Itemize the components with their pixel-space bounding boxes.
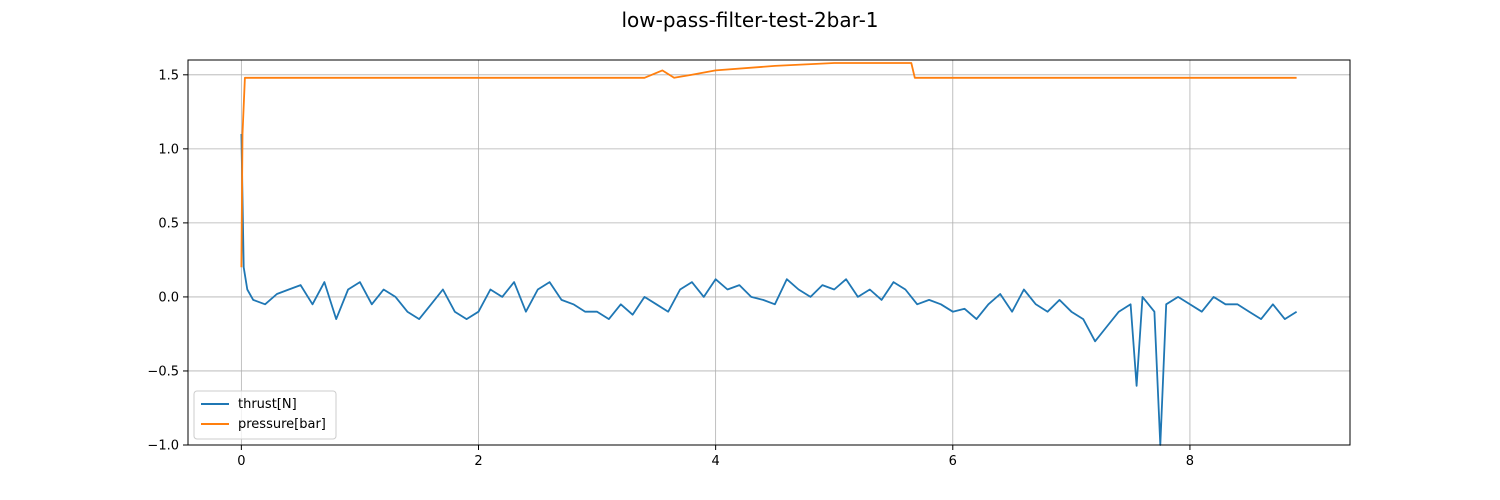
tick-layer: 0 2 4 6 8 −1.0 −0.5 0.0 0.5 1.0 1.5 [147, 68, 1194, 469]
legend-box [193, 390, 337, 440]
series-line-1 [240, 62, 1297, 268]
y-tick-label: 1.5 [158, 68, 179, 83]
x-tick-label: 2 [474, 454, 482, 469]
grid-layer [188, 60, 1350, 446]
series-layer [240, 62, 1298, 446]
legend-label-pressure: pressure[bar] [238, 417, 326, 432]
x-tick-label: 4 [712, 454, 720, 469]
x-tick-label: 8 [1186, 454, 1194, 469]
legend-label-thrust: thrust[N] [238, 397, 297, 412]
y-tick-label: −1.0 [147, 439, 179, 454]
y-tick-label: 1.0 [158, 142, 179, 157]
y-tick-label: 0.0 [158, 290, 179, 305]
series-line-0 [240, 133, 1298, 446]
y-tick-label: 0.5 [158, 216, 179, 231]
axes-frame [187, 59, 1351, 446]
legend: thrust[N] pressure[bar] [193, 390, 337, 440]
x-tick-label: 0 [237, 454, 245, 469]
x-tick-label: 6 [949, 454, 957, 469]
y-tick-label: −0.5 [147, 364, 179, 379]
chart-title: low-pass-filter-test-2bar-1 [621, 8, 879, 32]
